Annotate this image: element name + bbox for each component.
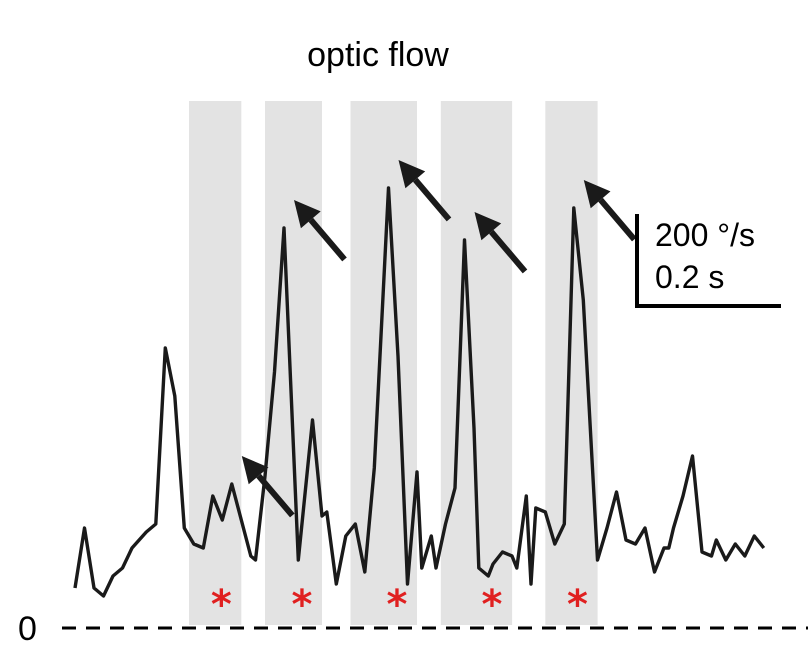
peak-arrow-shaft	[598, 197, 637, 242]
peak-arrow-5	[583, 180, 637, 242]
peak-arrow-2	[294, 200, 347, 262]
peak-arrow-head	[583, 180, 611, 209]
peak-arrow-head	[241, 456, 269, 485]
stimulus-bands	[189, 101, 598, 625]
peak-arrow-shaft	[308, 217, 347, 262]
asterisk-marker-3: *	[387, 582, 408, 628]
peak-arrow-3	[398, 160, 452, 222]
peak-arrow-4	[474, 212, 528, 274]
scale-bar-y-label: 200 °/s	[655, 217, 755, 253]
peak-arrow-1	[241, 456, 295, 518]
stimulus-band-5	[545, 101, 598, 625]
peak-arrow-head	[474, 212, 502, 241]
asterisk-marker-4: *	[482, 582, 503, 628]
peak-arrow-head	[398, 160, 426, 189]
chart-title: optic flow	[307, 36, 449, 74]
trace-line	[73, 186, 766, 598]
peak-arrows	[241, 160, 637, 518]
stimulus-band-1	[189, 101, 242, 625]
scale-bar-x-label: 0.2 s	[655, 259, 724, 295]
peak-arrow-shaft	[256, 473, 295, 518]
asterisk-marker-2: *	[292, 582, 313, 628]
scale-bar: 200 °/s 0.2 s	[635, 214, 781, 308]
peak-arrow-shaft	[489, 229, 528, 274]
asterisk-marker-5: *	[567, 582, 588, 628]
zero-label: 0	[18, 610, 37, 648]
velocity-trace	[73, 186, 766, 598]
peak-arrow-shaft	[413, 177, 452, 222]
peak-arrow-head	[294, 200, 321, 229]
asterisk-markers: * * * * *	[211, 582, 588, 628]
asterisk-marker-1: *	[211, 582, 232, 628]
